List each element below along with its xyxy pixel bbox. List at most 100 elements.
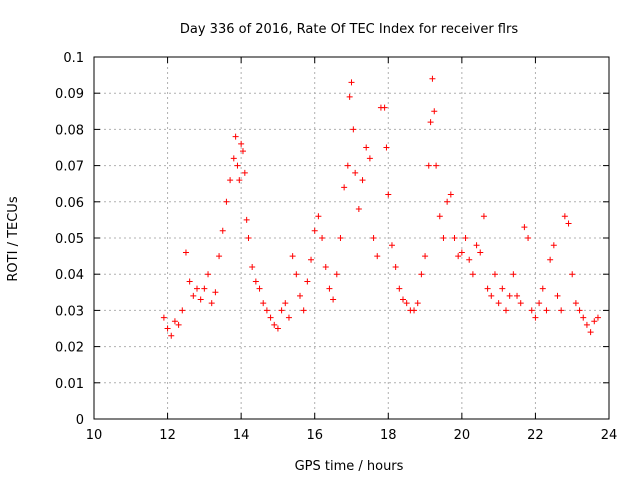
- data-point: [267, 314, 274, 321]
- data-point: [414, 300, 421, 307]
- data-point: [447, 191, 454, 198]
- data-point: [219, 227, 226, 234]
- y-tick-label: 0.01: [55, 377, 84, 392]
- data-point: [565, 220, 572, 227]
- data-point: [458, 249, 465, 256]
- data-point: [462, 235, 469, 241]
- x-tick-label: 22: [527, 428, 544, 443]
- data-point: [517, 300, 524, 307]
- data-point: [194, 285, 200, 292]
- data-point: [572, 300, 579, 307]
- data-point: [510, 271, 517, 278]
- y-tick-label: 0.03: [55, 304, 84, 319]
- data-point: [539, 285, 546, 292]
- x-tick-label: 18: [380, 428, 397, 443]
- data-point: [234, 162, 241, 169]
- x-tick-label: 14: [233, 428, 250, 443]
- data-point: [473, 242, 480, 249]
- data-point: [370, 235, 377, 241]
- data-point: [403, 300, 410, 307]
- data-point: [160, 314, 167, 321]
- data-point: [561, 213, 568, 220]
- data-point: [344, 162, 351, 169]
- data-point: [263, 307, 270, 314]
- data-point: [243, 216, 250, 223]
- data-point: [466, 256, 473, 263]
- data-point: [346, 93, 353, 100]
- x-tick-label: 10: [86, 428, 103, 443]
- data-point: [175, 321, 182, 328]
- data-point: [348, 79, 355, 86]
- data-point: [239, 148, 246, 155]
- data-point: [355, 206, 362, 213]
- data-point: [278, 307, 285, 314]
- data-point: [168, 332, 175, 339]
- data-point: [521, 224, 528, 231]
- data-point: [241, 169, 248, 176]
- data-point: [418, 271, 425, 278]
- data-point: [186, 278, 193, 285]
- x-tick-label: 20: [454, 428, 471, 443]
- data-point: [440, 235, 447, 241]
- data-point: [201, 285, 208, 292]
- y-axis-label: ROTI / TECUs: [6, 196, 21, 281]
- y-tick-label: 0.1: [63, 51, 84, 66]
- plot-frame: [93, 56, 610, 420]
- data-point: [385, 191, 392, 198]
- data-point: [315, 213, 322, 220]
- data-point: [455, 253, 462, 260]
- data-point: [444, 198, 451, 205]
- data-point: [594, 314, 601, 321]
- data-point: [480, 213, 487, 220]
- data-point: [388, 242, 395, 249]
- data-point: [171, 318, 178, 325]
- data-point: [256, 285, 263, 292]
- data-point: [285, 314, 292, 321]
- data-point: [205, 271, 212, 278]
- data-points: [160, 75, 601, 339]
- data-point: [208, 300, 215, 307]
- data-point: [514, 292, 521, 299]
- data-point: [249, 263, 256, 270]
- grid: [94, 57, 609, 419]
- data-point: [319, 235, 326, 241]
- data-point: [326, 285, 333, 292]
- data-point: [179, 307, 186, 314]
- data-point: [392, 263, 399, 270]
- data-point: [558, 307, 565, 314]
- data-point: [591, 318, 598, 325]
- data-point: [282, 300, 289, 307]
- data-point: [190, 292, 197, 299]
- data-point: [212, 289, 219, 296]
- data-point: [427, 119, 434, 126]
- data-point: [352, 169, 359, 176]
- data-point: [425, 162, 432, 169]
- chart-title: Day 336 of 2016, Rate Of TEC Index for r…: [180, 22, 518, 37]
- data-point: [503, 307, 509, 314]
- y-tick-label: 0.07: [55, 160, 84, 175]
- y-tick-label: 0.02: [55, 341, 84, 356]
- y-tick-label: 0: [76, 413, 84, 428]
- y-tick-label: 0.04: [55, 268, 84, 283]
- data-point: [260, 300, 267, 307]
- data-point: [304, 278, 311, 285]
- data-point: [499, 285, 506, 292]
- data-point: [477, 249, 484, 256]
- data-point: [271, 321, 278, 328]
- data-point: [223, 198, 230, 205]
- data-point: [227, 177, 234, 184]
- data-point: [422, 253, 429, 260]
- data-point: [350, 126, 357, 133]
- y-tick-label: 0.06: [55, 196, 84, 211]
- data-point: [576, 307, 583, 314]
- data-point: [569, 271, 576, 278]
- data-point: [431, 108, 438, 115]
- data-point: [436, 213, 443, 220]
- data-point: [495, 300, 502, 307]
- data-point: [429, 75, 436, 82]
- data-point: [197, 296, 204, 303]
- data-point: [252, 278, 259, 285]
- data-point: [297, 292, 303, 299]
- data-point: [587, 329, 594, 336]
